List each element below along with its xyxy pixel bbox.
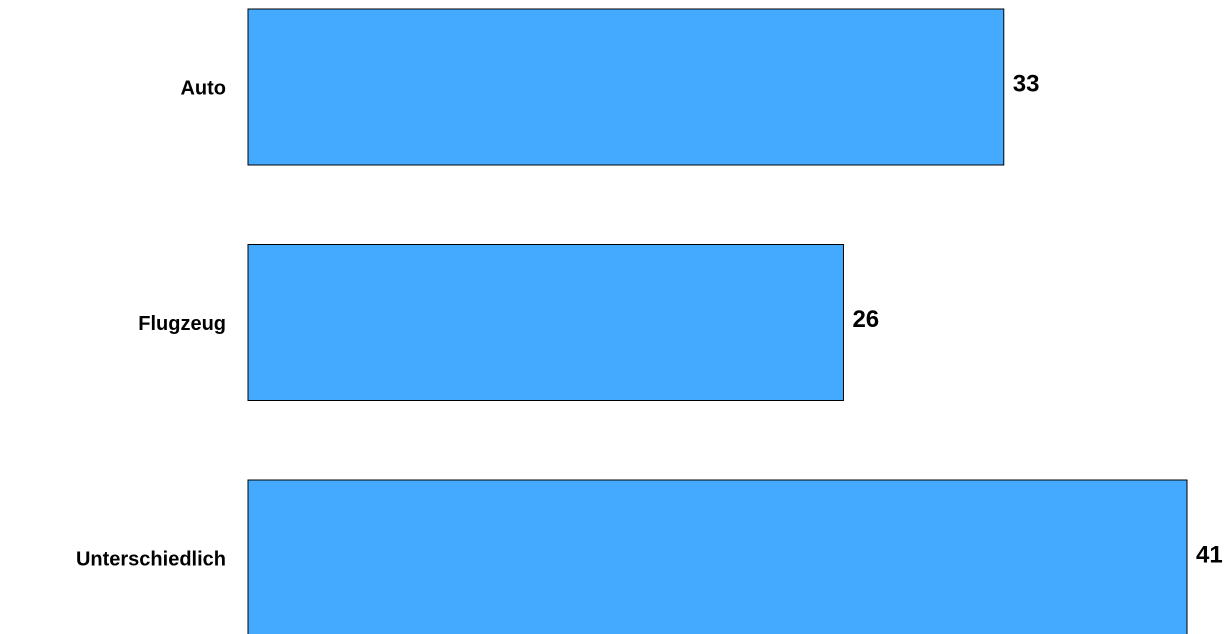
value-label: 33 — [1013, 70, 1040, 97]
value-label: 26 — [852, 306, 879, 333]
value-label: 41 — [1196, 541, 1223, 568]
bar — [247, 8, 1005, 166]
category-label: Auto — [180, 77, 226, 99]
category-label: Flugzeug — [138, 313, 226, 335]
bar — [247, 244, 844, 401]
bar — [247, 479, 1188, 634]
category-label: Unterschiedlich — [76, 548, 226, 570]
